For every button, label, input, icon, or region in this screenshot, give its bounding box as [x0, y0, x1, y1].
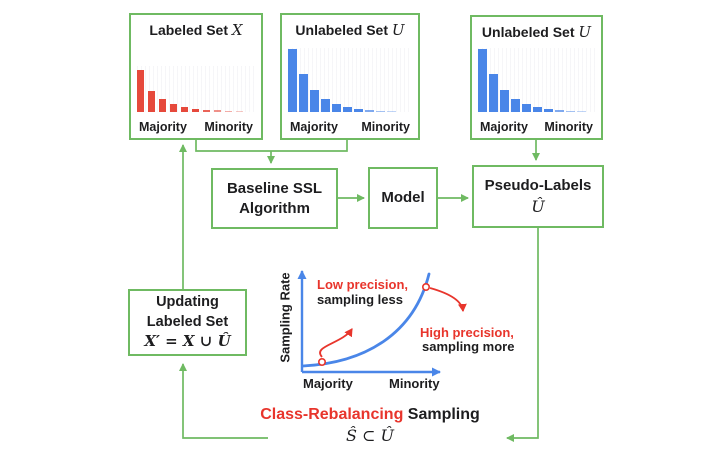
updating-line2: Labeled Set	[146, 313, 229, 330]
sampling-rate-axis-label: Sampling Rate	[277, 272, 293, 363]
bar	[159, 99, 166, 112]
bar	[376, 110, 385, 112]
bar	[236, 111, 243, 112]
unlabeled-set-left-title: Unlabeled Set U	[282, 21, 418, 39]
unlabeled-set-right-bar-chart	[478, 48, 595, 112]
unlabeled-set-right-symbol: U	[578, 23, 592, 41]
bar	[310, 90, 319, 112]
bar	[148, 91, 155, 112]
bar	[203, 109, 210, 112]
green-bracket-labeled-unlabeled	[195, 140, 348, 152]
sampling-more-label: sampling more	[422, 339, 515, 354]
red-arrow-low-precision	[319, 328, 353, 358]
unlabeled-set-left-axis-labels: Majority Minority	[290, 120, 410, 134]
baseline-ssl-line1: Baseline SSL	[226, 179, 323, 197]
subset-formula: Ŝ ⊂ Û	[345, 426, 395, 445]
high-precision-label: High precision,	[420, 325, 514, 340]
labeled-set-box: Labeled Set X Majority Minority	[129, 13, 263, 140]
plot-majority-label: Majority	[303, 376, 353, 391]
bar	[566, 110, 575, 112]
bar	[500, 90, 509, 112]
minority-label: Minority	[544, 120, 593, 134]
bar	[387, 111, 396, 112]
bar	[192, 108, 199, 112]
pseudo-labels-symbol: Û	[531, 196, 545, 216]
bar	[522, 104, 531, 112]
bar	[511, 99, 520, 112]
bar	[181, 107, 188, 112]
updating-labeled-set-box: Updating Labeled Set X′ = X ∪ Û	[128, 289, 247, 356]
labeled-set-title: Labeled Set X	[131, 21, 261, 39]
bar	[332, 104, 341, 112]
red-arrow-high-precision	[429, 287, 467, 312]
sampling-black-text: Sampling	[403, 406, 480, 423]
curve-point-majority	[317, 357, 326, 366]
bar	[170, 104, 177, 112]
bar	[365, 110, 374, 112]
unlabeled-set-left-bar-chart	[288, 48, 412, 112]
bar	[214, 110, 221, 112]
baseline-ssl-line2: Algorithm	[239, 199, 310, 217]
low-precision-label: Low precision,	[317, 277, 409, 292]
class-rebalancing-red-text: Class-Rebalancing	[260, 406, 404, 423]
bar	[577, 111, 586, 112]
unlabeled-set-right-box: Unlabeled Set U Majority Minority	[470, 15, 603, 140]
majority-label: Majority	[480, 120, 528, 134]
baseline-ssl-box: Baseline SSL Algorithm	[211, 168, 338, 229]
plot-minority-label: Minority	[389, 376, 440, 391]
labeled-set-title-text: Labeled Set	[149, 22, 228, 38]
model-label: Model	[381, 189, 425, 207]
unlabeled-set-right-title-text: Unlabeled Set	[481, 24, 575, 40]
bar	[354, 109, 363, 112]
bar	[544, 109, 553, 112]
unlabeled-set-right-axis-labels: Majority Minority	[480, 120, 593, 134]
pseudo-labels-box: Pseudo-Labels Û	[472, 165, 604, 228]
bar	[343, 107, 352, 112]
updating-formula: X′ = X ∪ Û	[144, 331, 231, 350]
unlabeled-set-right-title: Unlabeled Set U	[472, 23, 601, 41]
updating-line1: Updating	[156, 294, 219, 311]
bar	[555, 110, 564, 112]
bar	[299, 74, 308, 112]
unlabeled-set-left-box: Unlabeled Set U Majority Minority	[280, 13, 420, 140]
majority-label: Majority	[290, 120, 338, 134]
labeled-set-symbol: X	[231, 21, 243, 39]
curve-point-minority	[421, 282, 430, 291]
class-rebalancing-caption: Class-Rebalancing Sampling Ŝ ⊂ Û	[240, 406, 500, 445]
bar	[533, 107, 542, 112]
minority-label: Minority	[361, 120, 410, 134]
bar	[321, 99, 330, 112]
majority-label: Majority	[139, 120, 187, 134]
bar	[288, 49, 297, 112]
bar	[489, 74, 498, 112]
labeled-set-bar-chart	[137, 66, 255, 112]
unlabeled-set-left-title-text: Unlabeled Set	[295, 22, 389, 38]
bar	[478, 49, 487, 112]
unlabeled-set-left-symbol: U	[391, 21, 405, 39]
sampling-less-label: sampling less	[317, 292, 403, 307]
model-box: Model	[368, 167, 438, 229]
minority-label: Minority	[204, 120, 253, 134]
bar	[225, 110, 232, 112]
pseudo-labels-label: Pseudo-Labels	[484, 177, 592, 195]
labeled-set-axis-labels: Majority Minority	[139, 120, 253, 134]
bar	[137, 70, 144, 112]
